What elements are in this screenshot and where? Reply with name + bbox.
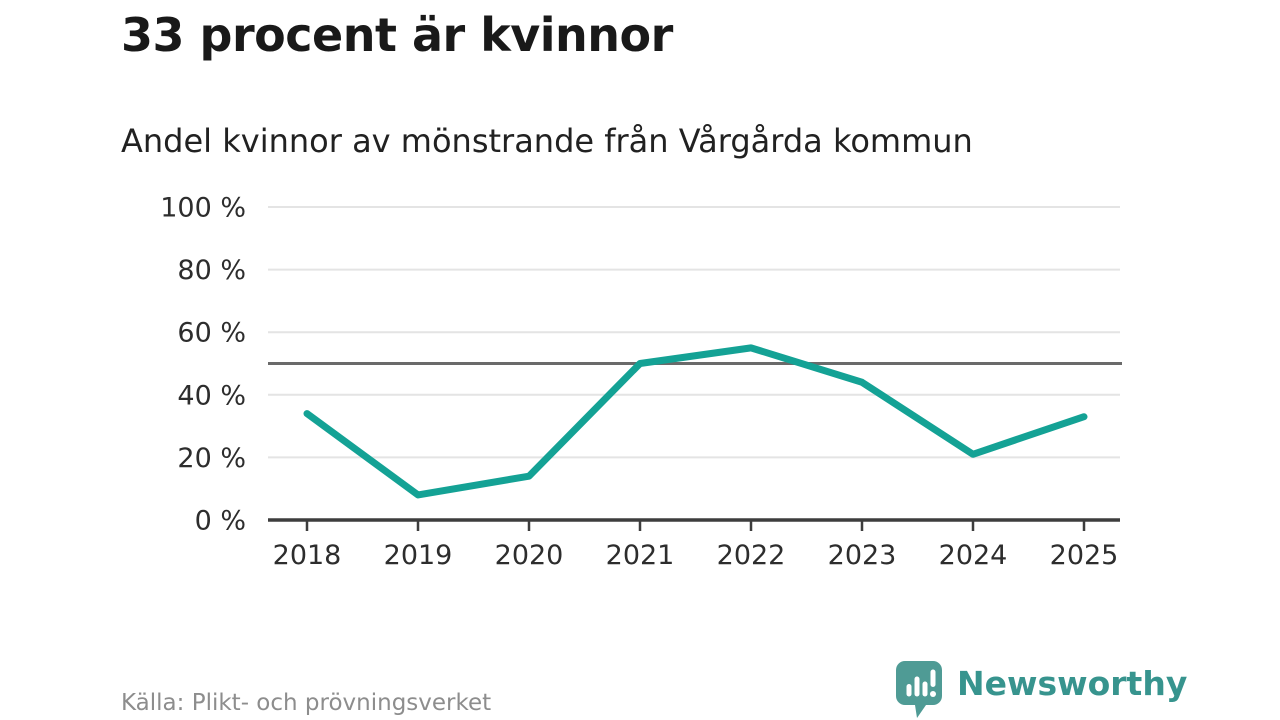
x-axis-tick-label: 2018	[273, 540, 342, 571]
source-attribution: Källa: Plikt- och prövningsverket	[121, 690, 492, 716]
y-axis-tick-label: 20 %	[177, 443, 246, 474]
x-axis-tick-label: 2024	[939, 540, 1008, 571]
brand-name: Newsworthy	[957, 664, 1188, 703]
y-axis-tick-label: 40 %	[177, 380, 246, 411]
x-axis-tick-label: 2023	[828, 540, 897, 571]
x-axis-tick-label: 2022	[717, 540, 786, 571]
chart-subtitle: Andel kvinnor av mönstrande från Vårgård…	[121, 122, 973, 160]
y-axis-tick-label: 60 %	[177, 318, 246, 349]
x-axis-tick-label: 2020	[495, 540, 564, 571]
x-axis-tick-label: 2025	[1050, 540, 1119, 571]
trend-line	[303, 344, 1088, 499]
y-axis-tick-label: 80 %	[177, 255, 246, 286]
y-axis-tick-label: 100 %	[160, 192, 246, 223]
newsworthy-speech-bubble-bar-chart-icon	[896, 661, 942, 718]
newsworthy-logo: Newsworthy	[896, 661, 1187, 719]
x-axis-tick-label: 2019	[384, 540, 453, 571]
page-title: 33 procent är kvinnor	[121, 8, 673, 62]
x-axis-tick-label: 2021	[606, 540, 675, 571]
y-axis-tick-label: 0 %	[195, 505, 246, 536]
